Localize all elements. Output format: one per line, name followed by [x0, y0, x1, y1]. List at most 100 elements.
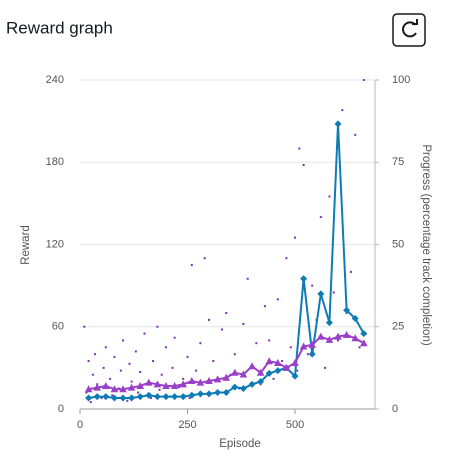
episode-dot — [143, 332, 146, 335]
episode-dot — [195, 369, 198, 372]
episode-dot — [208, 318, 211, 321]
episode-dot — [171, 366, 174, 369]
triangle-marker — [127, 383, 136, 391]
diamond-marker — [308, 350, 316, 358]
episode-dot — [89, 401, 92, 404]
episode-dot — [85, 391, 88, 394]
refresh-icon[interactable] — [402, 21, 417, 38]
diamond-marker — [222, 389, 230, 397]
episode-dot — [225, 312, 228, 315]
y-tick-label: 60 — [52, 321, 64, 333]
episode-dot — [128, 362, 131, 365]
episode-dot — [332, 291, 335, 294]
y2-tick-label: 25 — [392, 321, 404, 333]
triangle-marker — [248, 362, 256, 370]
episode-dot — [182, 377, 185, 380]
triangle-marker — [136, 381, 145, 389]
episode-dot — [246, 277, 249, 280]
triangle-marker — [239, 370, 248, 378]
x-tick-label: 250 — [178, 419, 196, 431]
triangle-marker — [188, 377, 196, 385]
x-tick-label: 0 — [77, 419, 83, 431]
y2-tick-label: 100 — [392, 74, 410, 86]
triangle-marker — [145, 378, 153, 386]
diamond-marker — [153, 393, 161, 401]
diamond-marker — [274, 367, 282, 375]
triangle-marker — [342, 330, 351, 338]
episode-dot — [173, 336, 176, 339]
episode-dot — [186, 355, 189, 358]
diamond-marker — [85, 394, 93, 402]
triangle-marker — [93, 383, 102, 391]
episode-dot — [165, 346, 168, 349]
triangle-marker — [274, 358, 282, 366]
episode-dot — [122, 339, 125, 342]
episode-dot — [302, 163, 305, 166]
episode-dot — [319, 216, 322, 219]
episode-dot — [137, 391, 140, 394]
episode-dot — [104, 346, 107, 349]
episode-dot — [337, 339, 340, 342]
triangle-marker — [205, 377, 213, 385]
episode-dot — [94, 353, 97, 356]
episode-dot — [358, 346, 361, 349]
episode-dot — [83, 325, 86, 328]
episode-dot — [285, 257, 288, 260]
triangle-marker — [196, 378, 205, 386]
episode-dot — [149, 397, 152, 400]
diamond-marker — [257, 378, 265, 386]
diamond-marker — [128, 394, 136, 402]
episode-dot — [109, 377, 112, 380]
diamond-marker — [325, 319, 333, 327]
episode-dot — [220, 328, 223, 331]
episode-dot — [233, 353, 236, 356]
diamond-marker — [196, 390, 204, 398]
triangle-marker — [317, 332, 325, 340]
x-tick-label: 500 — [286, 419, 304, 431]
triangle-marker — [282, 363, 291, 371]
triangle-marker — [119, 385, 127, 393]
episode-dot — [349, 270, 352, 273]
episode-dot — [255, 342, 258, 345]
chart-title: Reward graph — [6, 18, 113, 37]
episode-dot — [276, 298, 279, 301]
refresh-icon-arrow[interactable] — [412, 19, 418, 25]
episode-dot — [203, 257, 206, 260]
episode-dot — [268, 339, 271, 342]
triangle-marker — [213, 375, 222, 383]
refresh-button[interactable] — [392, 13, 426, 47]
diamond-marker — [265, 369, 273, 377]
diamond-marker — [188, 391, 196, 399]
episode-dot — [91, 373, 94, 376]
triangle-marker — [222, 373, 231, 381]
triangle-marker — [170, 381, 179, 389]
y-tick-label: 120 — [46, 238, 64, 250]
y-tick-label: 240 — [46, 74, 64, 86]
episode-dot — [294, 236, 297, 239]
y2-tick-label: 75 — [392, 156, 404, 168]
diamond-marker — [145, 391, 153, 399]
diamond-marker — [317, 290, 325, 298]
episode-dot — [139, 370, 142, 373]
episode-dot — [177, 386, 180, 389]
episode-dot — [160, 373, 163, 376]
diamond-marker — [334, 120, 342, 128]
y2-tick-label: 0 — [392, 403, 398, 415]
y2-axis-title: Progress (percentage track completion) — [420, 144, 432, 346]
triangle-marker — [334, 332, 342, 340]
average-line — [88, 123, 365, 400]
triangle-marker — [360, 339, 368, 347]
diamond-marker — [360, 330, 368, 338]
episode-dot — [111, 394, 114, 397]
triangle-marker — [179, 380, 188, 388]
y-tick-label: 0 — [58, 403, 64, 415]
episode-dot — [102, 366, 105, 369]
diamond-marker — [205, 390, 213, 398]
diamond-marker — [136, 393, 144, 401]
episode-dot — [306, 353, 309, 356]
diamond-marker — [171, 393, 179, 401]
refresh-button-frame[interactable] — [392, 13, 426, 47]
diamond-marker — [300, 275, 308, 283]
triangle-marker — [162, 381, 170, 389]
